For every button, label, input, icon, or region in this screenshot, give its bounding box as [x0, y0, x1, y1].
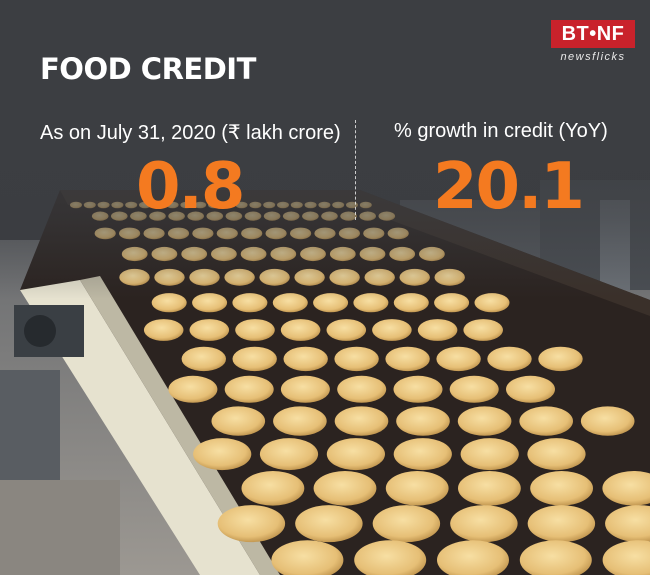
page-title: FOOD CREDIT	[40, 52, 256, 86]
bt-newsflicks-logo: BT•NF newsflicks	[551, 20, 635, 66]
stat-value-growth: 20.1	[433, 150, 585, 224]
stat-label-food-credit: As on July 31, 2020 (₹ lakh crore)	[40, 122, 341, 144]
logo-mark: BT•NF	[551, 20, 635, 48]
divider	[355, 120, 356, 220]
stat-label-growth: % growth in credit (YoY)	[394, 120, 608, 142]
logo-subtitle: newsflicks	[560, 51, 626, 63]
stat-value-food-credit: 0.8	[136, 150, 245, 224]
